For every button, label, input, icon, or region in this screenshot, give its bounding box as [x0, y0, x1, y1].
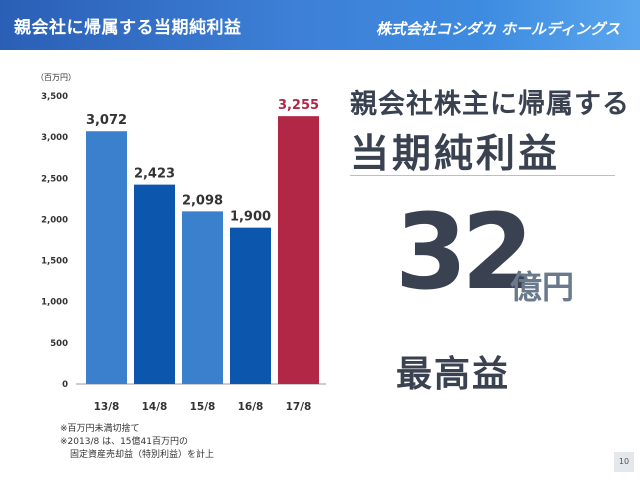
highlight-unit: 億円	[510, 268, 575, 306]
y-axis-ticks: 0 500 1,000 1,500 2,000 2,500 3,000 3,500	[41, 92, 68, 390]
value-label: 2,098	[182, 193, 223, 208]
record-profit-label: 最高益	[396, 354, 511, 395]
y-tick-label: 1,000	[41, 298, 68, 308]
note-2013-detail: 固定資産売却益（特別利益）を計上	[70, 450, 215, 460]
y-tick-label: 2,500	[41, 174, 68, 184]
x-tick-label: 17/8	[286, 401, 312, 413]
highlight-number: 32	[395, 191, 534, 313]
value-label: 1,900	[230, 210, 271, 225]
value-labels-group: 3,072 2,423 2,098 1,900 3,255	[86, 98, 319, 224]
x-tick-label: 13/8	[94, 401, 120, 413]
y-tick-label: 500	[50, 339, 68, 349]
bar-16-8	[230, 227, 271, 384]
x-tick-label: 14/8	[142, 401, 168, 413]
y-tick-label: 1,500	[41, 257, 68, 267]
note-2013: ※2013/8 は、15億41百万円の	[60, 437, 188, 447]
page-number: 10	[614, 452, 634, 472]
page-title: 親会社に帰属する当期純利益	[14, 18, 242, 38]
y-tick-label: 2,000	[41, 215, 68, 225]
bar-15-8	[182, 211, 223, 384]
header-bar: 親会社に帰属する当期純利益 株式会社コシダカ ホールディングス	[0, 0, 640, 50]
value-label: 2,423	[134, 167, 175, 182]
y-tick-label: 3,000	[41, 133, 68, 143]
headline: 親会社株主に帰属する 当期純利益	[350, 82, 630, 179]
x-axis-labels-group: 13/8 14/8 15/8 16/8 17/8	[94, 401, 312, 413]
headline-divider	[350, 175, 615, 176]
note-rounding: ※百万円未満切捨て	[60, 424, 140, 434]
value-label: 3,072	[86, 113, 127, 128]
bar-17-8	[278, 116, 319, 384]
x-tick-label: 15/8	[190, 401, 216, 413]
y-tick-label: 0	[62, 380, 68, 390]
y-axis-unit-label: （百万円）	[36, 73, 76, 82]
bar-13-8	[86, 131, 127, 384]
chart-notes: ※百万円未満切捨て ※2013/8 は、15億41百万円の 固定資産売却益（特別…	[60, 423, 320, 462]
value-label: 3,255	[278, 98, 319, 113]
bar-14-8	[134, 184, 175, 384]
x-tick-label: 16/8	[238, 401, 264, 413]
headline-line1: 親会社株主に帰属する	[350, 89, 630, 120]
bars-group	[86, 116, 319, 384]
y-tick-label: 3,500	[41, 92, 68, 102]
headline-line2: 当期純利益	[350, 132, 561, 177]
company-logo: 株式会社コシダカ ホールディングス	[375, 20, 620, 38]
net-income-bar-chart: （百万円） 0 500 1,000 1,500 2,000 2,500 3,000 3,500…	[36, 73, 326, 413]
